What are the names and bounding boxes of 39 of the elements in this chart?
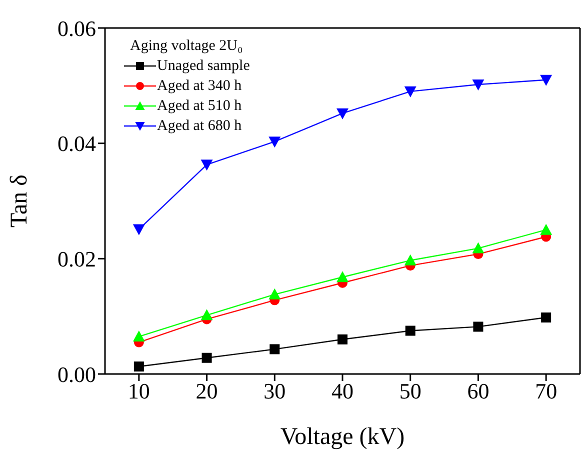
legend-label: Unaged sample [157,57,250,76]
point [540,74,552,86]
point [540,224,552,235]
point [336,108,348,120]
y-tick-label: 0.04 [58,131,96,156]
point [268,136,281,148]
legend-label: Aged at 680 h [157,117,242,136]
point [473,322,484,332]
legend-label: Aged at 340 h [157,77,242,96]
legend-label: Aged at 510 h [157,97,242,116]
point [405,326,416,336]
x-tick-label: 10 [128,378,150,404]
point [404,86,416,98]
point [202,352,212,363]
x-tick-label: 60 [467,378,490,404]
legend-title: Aging voltage 2U₀ [129,37,244,56]
x-axis-title: Voltage (kV) [280,424,405,450]
point [336,271,348,282]
point [404,254,416,266]
x-tick-label: 40 [332,378,354,404]
x-tick-label: 70 [535,378,558,404]
point [268,288,281,300]
point [200,160,213,171]
point [541,312,552,322]
point [132,224,145,236]
point [132,330,145,342]
y-axis-title: Tan δ [6,174,33,228]
x-tick-label: 20 [196,378,218,404]
point [200,309,213,320]
point [338,334,348,344]
y-tick-label: 0.02 [58,246,96,272]
point [134,362,144,372]
point [472,80,484,91]
x-tick-label: 50 [399,378,422,404]
y-tick-label: 0.06 [58,16,96,41]
point [270,344,280,354]
x-tick-label: 30 [264,378,286,404]
point [472,242,484,254]
y-tick-label: 0.00 [58,362,96,387]
